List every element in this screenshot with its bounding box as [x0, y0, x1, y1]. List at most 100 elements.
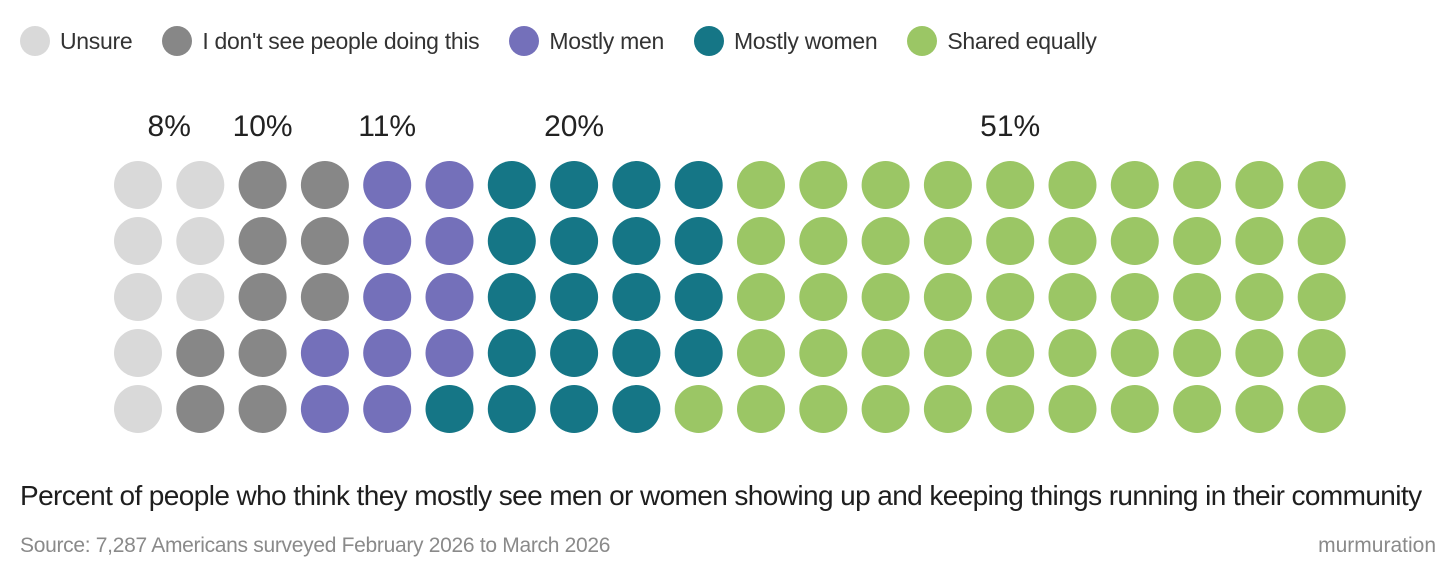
waffle-dot-mostly-women — [612, 217, 661, 265]
source-note: Source: 7,287 Americans surveyed Februar… — [20, 534, 611, 557]
waffle-dot-i-don-t-see-people-doing-this — [238, 273, 287, 321]
waffle-dot-mostly-women — [674, 217, 723, 265]
waffle-dot-shared-equally — [1110, 329, 1159, 377]
waffle-dot-mostly-men — [425, 329, 474, 377]
percent-label-unsure: 8% — [148, 110, 191, 143]
waffle-dot-mostly-women — [425, 385, 474, 433]
legend-item-mostly-women: Mostly women — [693, 26, 878, 56]
waffle-dot-shared-equally — [861, 329, 910, 377]
waffle-dot-mostly-women — [674, 161, 723, 209]
legend-label-mostly-men: Mostly men — [549, 27, 664, 54]
waffle-chart: 8% 10% 11% 20% 51% — [114, 110, 1346, 433]
waffle-dot-mostly-women — [674, 273, 723, 321]
legend-swatch-mostly-men — [509, 26, 540, 56]
legend-label-mostly-women: Mostly women — [733, 27, 878, 54]
waffle-dot-mostly-women — [612, 385, 661, 433]
percent-label-mostly-women: 20% — [544, 110, 604, 143]
waffle-dot-shared-equally — [799, 273, 848, 321]
waffle-dot-unsure — [114, 385, 162, 433]
waffle-dot-shared-equally — [1110, 385, 1159, 433]
waffle-dot-mostly-women — [550, 329, 599, 377]
waffle-dot-shared-equally — [1173, 385, 1222, 433]
waffle-dot-unsure — [176, 217, 225, 265]
waffle-dot-shared-equally — [861, 217, 910, 265]
waffle-dot-shared-equally — [1048, 329, 1097, 377]
waffle-dot-i-don-t-see-people-doing-this — [238, 217, 287, 265]
percent-label-i-don-t-see-people-doing-this: 10% — [233, 110, 293, 143]
waffle-dot-shared-equally — [1235, 385, 1284, 433]
waffle-dot-shared-equally — [674, 385, 723, 433]
waffle-dot-shared-equally — [1048, 273, 1097, 321]
waffle-dot-shared-equally — [737, 273, 785, 321]
waffle-dot-shared-equally — [799, 385, 848, 433]
waffle-dot-shared-equally — [737, 329, 785, 377]
legend-item-mostly-men: Mostly men — [509, 26, 664, 56]
waffle-dot-mostly-men — [363, 385, 412, 433]
waffle-dot-mostly-women — [487, 161, 536, 209]
waffle-dot-shared-equally — [737, 217, 785, 265]
legend-label-not-seen: I don't see people doing this — [202, 27, 480, 54]
waffle-dot-mostly-men — [363, 161, 412, 209]
legend-swatch-unsure — [20, 26, 50, 56]
waffle-dot-shared-equally — [986, 161, 1035, 209]
waffle-dot-mostly-women — [487, 385, 536, 433]
waffle-dot-i-don-t-see-people-doing-this — [176, 329, 225, 377]
waffle-dot-mostly-men — [363, 273, 412, 321]
waffle-dot-i-don-t-see-people-doing-this — [176, 385, 225, 433]
waffle-dots — [114, 161, 1346, 433]
waffle-dot-shared-equally — [1173, 161, 1222, 209]
waffle-dot-shared-equally — [1235, 329, 1284, 377]
waffle-dot-shared-equally — [737, 385, 785, 433]
legend-swatch-not-seen — [162, 26, 193, 56]
waffle-dot-shared-equally — [923, 329, 972, 377]
legend-swatch-mostly-women — [693, 26, 724, 56]
legend-swatch-shared-equally — [907, 26, 938, 56]
percent-label-mostly-men: 11% — [358, 110, 416, 143]
waffle-dot-mostly-men — [300, 329, 349, 377]
legend-label-shared-equally: Shared equally — [947, 27, 1097, 54]
chart-legend: Unsure I don't see people doing this Mos… — [20, 24, 1127, 58]
waffle-dot-i-don-t-see-people-doing-this — [300, 273, 349, 321]
waffle-dot-unsure — [176, 161, 225, 209]
waffle-dot-unsure — [114, 161, 162, 209]
waffle-dot-i-don-t-see-people-doing-this — [238, 161, 287, 209]
percent-label-shared-equally: 51% — [980, 110, 1040, 143]
waffle-dot-unsure — [114, 329, 162, 377]
waffle-dot-mostly-women — [550, 385, 599, 433]
waffle-dot-shared-equally — [1297, 161, 1346, 209]
waffle-dot-mostly-men — [425, 161, 474, 209]
waffle-dot-shared-equally — [737, 161, 785, 209]
waffle-dot-mostly-women — [674, 329, 723, 377]
waffle-dot-mostly-women — [612, 329, 661, 377]
waffle-dot-shared-equally — [799, 217, 848, 265]
waffle-dot-mostly-men — [363, 329, 412, 377]
waffle-dot-shared-equally — [1235, 217, 1284, 265]
waffle-dot-mostly-women — [487, 329, 536, 377]
waffle-dot-shared-equally — [799, 161, 848, 209]
waffle-dot-shared-equally — [1297, 385, 1346, 433]
waffle-dot-shared-equally — [1235, 273, 1284, 321]
waffle-dot-shared-equally — [1297, 273, 1346, 321]
waffle-dot-mostly-men — [300, 385, 349, 433]
waffle-dot-shared-equally — [1173, 273, 1222, 321]
waffle-dot-shared-equally — [986, 273, 1035, 321]
waffle-dot-mostly-men — [363, 217, 412, 265]
waffle-dot-shared-equally — [1235, 161, 1284, 209]
waffle-dot-shared-equally — [1297, 217, 1346, 265]
waffle-dot-shared-equally — [923, 161, 972, 209]
waffle-dot-shared-equally — [799, 329, 848, 377]
chart-title: Percent of people who think they mostly … — [20, 480, 1422, 511]
waffle-dot-mostly-men — [425, 273, 474, 321]
waffle-dot-mostly-women — [612, 161, 661, 209]
waffle-dot-shared-equally — [1173, 329, 1222, 377]
waffle-dot-mostly-women — [487, 217, 536, 265]
legend-item-unsure: Unsure — [20, 26, 133, 56]
legend-item-not-seen: I don't see people doing this — [162, 26, 480, 56]
legend-label-unsure: Unsure — [60, 27, 133, 54]
waffle-dot-shared-equally — [1110, 273, 1159, 321]
waffle-dot-i-don-t-see-people-doing-this — [300, 161, 349, 209]
waffle-dot-mostly-women — [612, 273, 661, 321]
legend-item-shared-equally: Shared equally — [907, 26, 1097, 56]
waffle-dot-mostly-women — [487, 273, 536, 321]
waffle-dot-i-don-t-see-people-doing-this — [300, 217, 349, 265]
